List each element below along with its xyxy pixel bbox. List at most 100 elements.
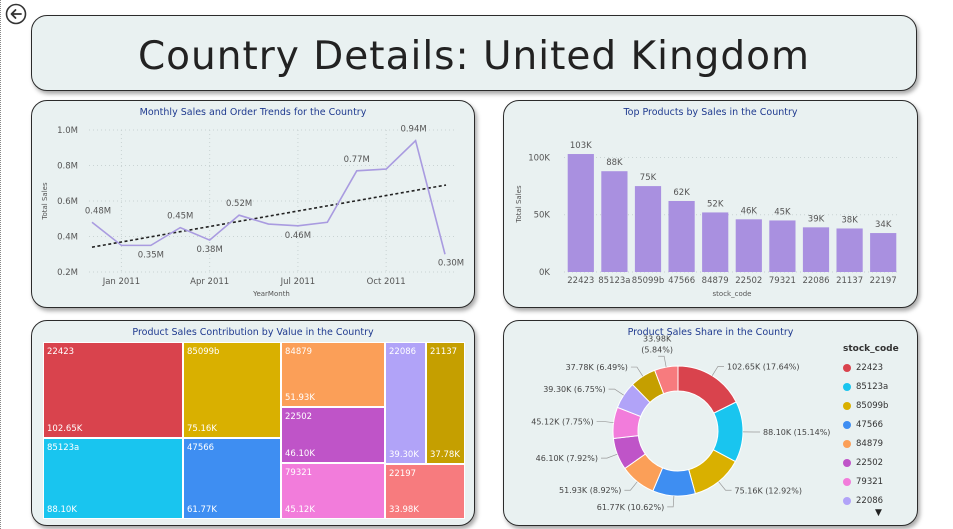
bar <box>702 212 729 272</box>
donut-chart: 102.65K (17.64%) 88.10K (15.14%) 75.16K (1… <box>531 334 830 512</box>
treemap-cell-value: 75.16K <box>187 424 217 434</box>
legend-scroll-down-icon[interactable]: ▼ <box>875 508 882 518</box>
legend-label: 79321 <box>856 476 884 487</box>
x-tick-label: 22197 <box>870 276 897 286</box>
slice-label: 46.10K (7.92%) <box>536 454 598 463</box>
legend-dot <box>843 363 851 372</box>
legend-label: 47566 <box>856 419 884 430</box>
legend-item[interactable]: 22502 <box>843 453 899 472</box>
treemap-cell-label: 84879 <box>285 347 313 357</box>
x-axis-label: YearMonth <box>252 290 290 298</box>
data-label: 0.35M <box>138 250 164 260</box>
legend-item[interactable]: 79321 <box>843 472 899 491</box>
y-axis-label: Total Sales <box>515 185 523 224</box>
leader-line <box>658 355 667 368</box>
x-tick-label: 79321 <box>769 276 796 286</box>
slice-label: 75.16K (12.92%) <box>735 486 802 495</box>
treemap-cell-value: 88.10K <box>47 505 77 515</box>
bar-value-label: 34K <box>875 220 892 230</box>
treemap-cell-label: 22423 <box>47 347 75 357</box>
bar <box>870 233 897 272</box>
treemap-cell[interactable]: 85123a 88.10K <box>43 438 183 519</box>
y-tick-label: 100K <box>528 153 550 163</box>
data-label: 0.94M <box>400 125 426 135</box>
line-chart: 1.0M 0.8M 0.6M 0.4M 0.2M Jan 2011 Apr 2011 Jul … <box>41 125 464 298</box>
bar <box>769 220 796 272</box>
treemap-cell[interactable]: 21137 37.78K <box>426 342 465 464</box>
treemap-cell[interactable]: 79321 45.12K <box>281 463 385 519</box>
x-tick-label: 85099b <box>632 276 664 286</box>
legend-item[interactable]: 22423 <box>843 358 899 377</box>
bar-value-label: 103K <box>570 141 592 151</box>
legend-dot <box>843 477 851 486</box>
treemap-cell[interactable]: 84879 51.93K <box>281 342 385 407</box>
x-axis-label: stock_code <box>713 290 752 298</box>
legend-label: 22423 <box>856 362 884 373</box>
y-axis-label: Total Sales <box>41 182 49 221</box>
x-tick-label: Apr 2011 <box>190 277 229 287</box>
legend-dot <box>843 458 851 467</box>
bar-value-label: 39K <box>808 214 825 224</box>
treemap-cell[interactable]: 22502 46.10K <box>281 407 385 463</box>
treemap-cell[interactable]: 85099b 75.16K <box>183 342 281 438</box>
legend-item[interactable]: 85099b <box>843 396 899 415</box>
treemap-title: Product Sales Contribution by Value in t… <box>132 327 374 338</box>
bar <box>802 227 830 272</box>
legend-label: 22086 <box>856 495 884 506</box>
y-tick-label: 50K <box>534 211 551 221</box>
treemap-cell[interactable]: 47566 61.77K <box>183 438 281 519</box>
left-border <box>0 0 2 529</box>
treemap-cell-value: 51.93K <box>285 393 315 403</box>
bar <box>836 228 863 272</box>
x-tick-label: Jan 2011 <box>102 277 140 287</box>
legend-label: 22502 <box>856 457 884 468</box>
y-tick-label: 0.4M <box>57 233 78 243</box>
bar-value-label: 46K <box>741 206 758 216</box>
y-tick-label: 0.8M <box>57 162 78 172</box>
treemap-cell-value: 46.10K <box>285 449 315 459</box>
slice-label: 102.65K (17.64%) <box>727 362 800 371</box>
treemap-cell-value: 45.12K <box>285 505 315 515</box>
bar-value-label: 52K <box>707 199 724 209</box>
leader-line <box>667 495 675 508</box>
slice-label: 88.10K (15.14%) <box>763 428 830 437</box>
back-arrow-icon[interactable] <box>5 3 27 25</box>
legend-item[interactable]: 85123a <box>843 377 899 396</box>
treemap-cell-value: 61.77K <box>187 505 217 515</box>
y-tick-label: 0.6M <box>57 197 78 207</box>
data-label: 0.77M <box>344 155 370 165</box>
data-label: 0.52M <box>226 199 252 209</box>
treemap-cell-label: 47566 <box>187 443 215 453</box>
legend-item[interactable]: 84879 <box>843 434 899 453</box>
legend-item[interactable]: 22086 <box>843 491 899 510</box>
slice-label: 45.12K (7.75%) <box>531 417 593 426</box>
legend-label: 85099b <box>856 400 889 411</box>
bar <box>668 200 695 272</box>
slice-label-line: (5.84%) <box>641 345 673 354</box>
treemap-cell-label: 21137 <box>430 347 458 357</box>
y-tick-label: 0K <box>539 268 550 278</box>
legend-dot <box>843 439 851 448</box>
slice-label: 39.30K (6.75%) <box>543 385 605 394</box>
x-tick-label: 84879 <box>702 276 729 286</box>
donut-legend: stock_code 22423 85123a 85099b 47566 84879 22… <box>843 344 899 510</box>
bar <box>601 171 628 272</box>
treemap-cell-label: 22502 <box>285 412 313 422</box>
legend-item[interactable]: 47566 <box>843 415 899 434</box>
treemap-cell[interactable]: 22423 102.65K <box>43 342 183 438</box>
treemap-cell[interactable]: 22197 33.98K <box>385 464 465 519</box>
x-tick-label: 22086 <box>802 276 829 286</box>
leader-line <box>600 453 618 459</box>
bar-chart-card: Top Products by Sales in the Country 100… <box>503 100 918 308</box>
data-label: 0.48M <box>85 206 111 216</box>
slice-label: 61.77K (10.62%) <box>597 503 664 512</box>
treemap-cell[interactable]: 22086 39.30K <box>385 342 426 464</box>
data-label: 0.45M <box>167 212 193 222</box>
slice-label: 51.93K (8.92%) <box>559 486 621 495</box>
title-card: Country Details: United Kingdom <box>31 15 917 91</box>
data-label: 0.38M <box>197 245 223 255</box>
treemap-cell-label: 85099b <box>187 347 220 357</box>
y-tick-label: 1.0M <box>57 126 78 136</box>
slice-label: 33.98K (5.84%) <box>641 334 673 354</box>
bar-value-label: 75K <box>640 173 657 183</box>
